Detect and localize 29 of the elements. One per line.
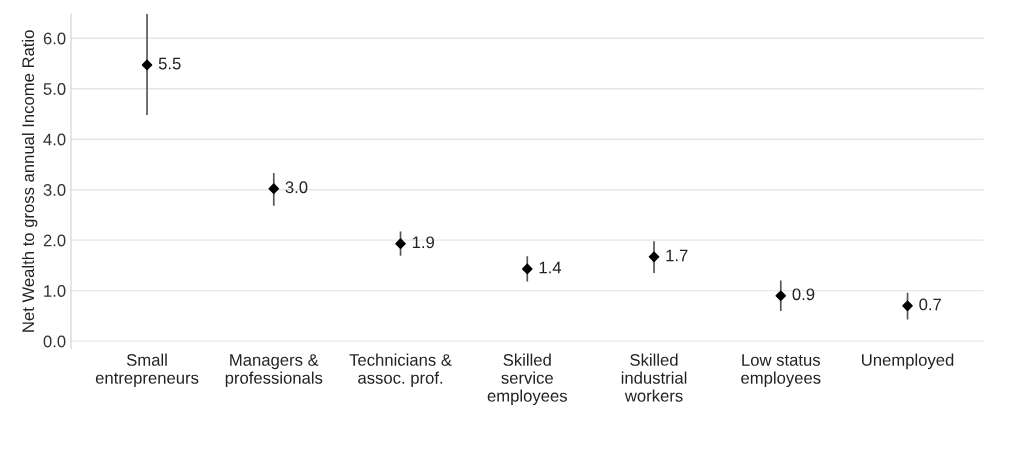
data-label: 0.9: [792, 288, 815, 301]
point: [648, 251, 660, 263]
data-label: 5.5: [158, 57, 181, 70]
y-tick-label: 5.0: [43, 83, 66, 95]
x-tick-label: Skilled service employees: [487, 353, 567, 406]
x-tick-label: Technicians & assoc. prof.: [349, 353, 452, 388]
y-tick-label: 1.0: [44, 285, 66, 297]
x-tick-label: Managers & professionals: [225, 354, 323, 388]
y-tick-label: 6.0: [43, 32, 66, 45]
data-label: 1.9: [412, 236, 435, 249]
x-tick-label: Skilled industrial workers: [621, 353, 687, 402]
y-tick-label: 4.0: [43, 133, 66, 146]
x-tick-label: Unemployed: [862, 353, 954, 370]
point: [775, 290, 787, 302]
y-tick-label: 0.0: [43, 335, 66, 348]
point: [141, 59, 153, 71]
data-label: 3.0: [285, 181, 308, 194]
point: [268, 183, 280, 194]
x-tick-label: Small entrepreneurs: [95, 353, 199, 388]
point: [395, 238, 406, 250]
y-axis-title: Net Wealth to gross annual Income Ratio: [21, 30, 38, 332]
x-tick-label: Low status employees: [741, 354, 821, 388]
y-tick-label: 3.0: [43, 184, 66, 196]
data-label: 1.7: [666, 249, 688, 262]
data-label: 1.4: [539, 261, 562, 274]
data-label: 0.7: [919, 298, 941, 311]
point: [902, 300, 913, 312]
point: [521, 263, 533, 275]
y-tick-label: 2.0: [43, 234, 66, 247]
